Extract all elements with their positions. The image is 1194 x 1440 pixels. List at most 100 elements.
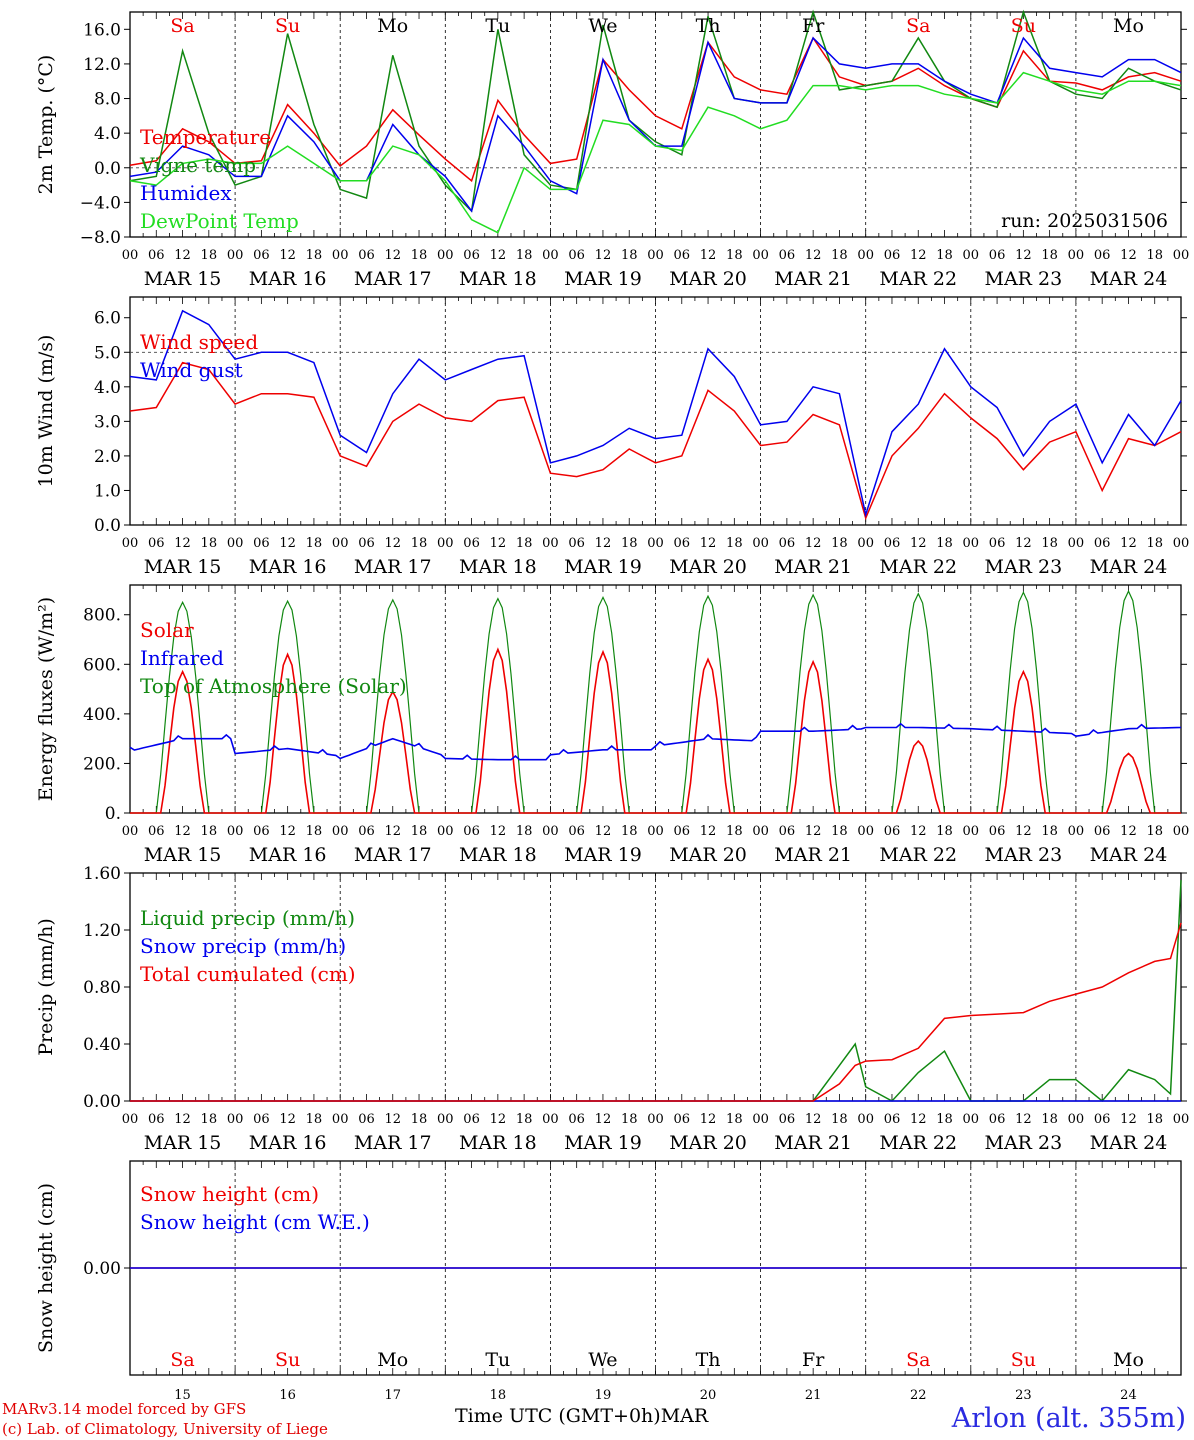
hour-label: 12 <box>700 824 717 839</box>
y-tick-label: 1.60 <box>83 864 121 884</box>
legend-entry: Temperature <box>140 125 271 149</box>
y-tick-label: 0.40 <box>83 1035 121 1055</box>
hour-label: 00 <box>542 1112 559 1127</box>
hour-label: 12 <box>910 536 927 551</box>
y-tick-label: 4.0 <box>94 378 121 398</box>
hour-label: 00 <box>1173 248 1190 263</box>
date-label: MAR 20 <box>669 844 747 866</box>
hour-label: 18 <box>411 824 428 839</box>
hour-label: 06 <box>674 248 691 263</box>
hour-label: 00 <box>1173 536 1190 551</box>
hour-label: 06 <box>779 824 796 839</box>
panel-wind: 6.0 5.0 4.0 3.0 2.0 1.0 0.0 10m Wind (m/s) 00 06 1… <box>35 296 1190 578</box>
day-number-label: 19 <box>595 1388 612 1403</box>
date-label: MAR 19 <box>564 268 642 290</box>
hour-label: 06 <box>884 248 901 263</box>
date-label: MAR 18 <box>459 1132 537 1154</box>
hour-label: 06 <box>253 248 270 263</box>
hour-label: 12 <box>595 536 612 551</box>
date-label: MAR 15 <box>144 268 222 290</box>
date-label: MAR 16 <box>249 556 327 578</box>
legend-entry: Vigne temp <box>139 153 256 177</box>
hour-label: 00 <box>542 536 559 551</box>
hour-label: 18 <box>936 1112 953 1127</box>
hour-label: 12 <box>174 248 191 263</box>
series-infrared-line <box>129 722 1182 761</box>
hour-label: 12 <box>1120 824 1137 839</box>
legend-entry: DewPoint Temp <box>140 209 299 233</box>
series-humidex-line <box>129 36 1182 213</box>
hour-label: 18 <box>201 248 218 263</box>
hour-label: 12 <box>384 1112 401 1127</box>
hour-label: 06 <box>989 824 1006 839</box>
hour-label: 12 <box>279 1112 296 1127</box>
hour-label: 18 <box>726 536 743 551</box>
date-label: MAR 20 <box>669 556 747 578</box>
hour-label: 00 <box>542 824 559 839</box>
hour-label: 18 <box>201 1112 218 1127</box>
hour-label: 12 <box>910 1112 927 1127</box>
y-tick-label: 1.0 <box>94 481 121 501</box>
weekday-label: Fr <box>802 15 825 37</box>
hour-label: 06 <box>989 1112 1006 1127</box>
legend-entry: Top of Atmosphere (Solar) <box>140 674 407 698</box>
hour-label: 18 <box>1041 536 1058 551</box>
hour-label: 06 <box>358 824 375 839</box>
date-label: MAR 15 <box>144 1132 222 1154</box>
hour-label: 18 <box>936 536 953 551</box>
weekday-label: Sa <box>170 15 194 37</box>
hour-label: 00 <box>857 1112 874 1127</box>
hour-label: 12 <box>1015 536 1032 551</box>
hour-label: 18 <box>516 1112 533 1127</box>
weekday-label: Su <box>275 1349 300 1371</box>
hour-label: 18 <box>1041 1112 1058 1127</box>
hour-label: 06 <box>463 248 480 263</box>
hour-label: 18 <box>411 1112 428 1127</box>
weekday-label: Fr <box>802 1349 825 1371</box>
hour-label: 00 <box>122 824 139 839</box>
date-label: MAR 24 <box>1090 1132 1168 1154</box>
hour-label: 00 <box>963 824 980 839</box>
y-tick-label: 600. <box>83 655 121 675</box>
hour-label: 12 <box>490 824 507 839</box>
hour-label: 06 <box>463 1112 480 1127</box>
y-axis-label: Precip (mm/h) <box>35 918 57 1056</box>
hour-label: 00 <box>963 1112 980 1127</box>
hour-label: 00 <box>122 536 139 551</box>
y-tick-label: 400. <box>83 705 121 725</box>
hour-label: 00 <box>227 824 244 839</box>
hour-label: 12 <box>1015 248 1032 263</box>
hour-label: 00 <box>857 536 874 551</box>
y-tick-label: 0. <box>105 804 121 824</box>
weekday-label: Tu <box>485 15 510 37</box>
hour-label: 06 <box>779 248 796 263</box>
y-tick-label: 2.0 <box>94 447 121 467</box>
hour-label: 18 <box>1041 248 1058 263</box>
hour-label: 06 <box>253 1112 270 1127</box>
date-label: MAR 20 <box>669 268 747 290</box>
weekday-label: Mo <box>1113 1349 1144 1371</box>
y-axis-label: Energy fluxes (W/m²) <box>35 597 57 801</box>
legend-entry: Snow precip (mm/h) <box>140 934 346 958</box>
hour-label: 06 <box>358 536 375 551</box>
hour-label: 12 <box>1120 248 1137 263</box>
y-tick-label: 4.0 <box>94 124 121 144</box>
weekday-label: Th <box>696 15 721 37</box>
hour-label: 00 <box>227 536 244 551</box>
date-label: MAR 22 <box>879 556 957 578</box>
weekday-label: Su <box>275 15 300 37</box>
date-label: MAR 20 <box>669 1132 747 1154</box>
hour-label: 00 <box>752 1112 769 1127</box>
hour-label: 06 <box>884 1112 901 1127</box>
weekday-label: Sa <box>906 1349 930 1371</box>
y-axis-label: 10m Wind (m/s) <box>35 335 57 488</box>
hour-label: 00 <box>1068 1112 1085 1127</box>
date-label: MAR 24 <box>1090 556 1168 578</box>
weekday-label: Th <box>696 1349 721 1371</box>
hour-label: 18 <box>1041 824 1058 839</box>
hour-label: 00 <box>437 536 454 551</box>
date-label: MAR 17 <box>354 1132 432 1154</box>
hour-label: 00 <box>647 1112 664 1127</box>
hour-label: 06 <box>1094 248 1111 263</box>
